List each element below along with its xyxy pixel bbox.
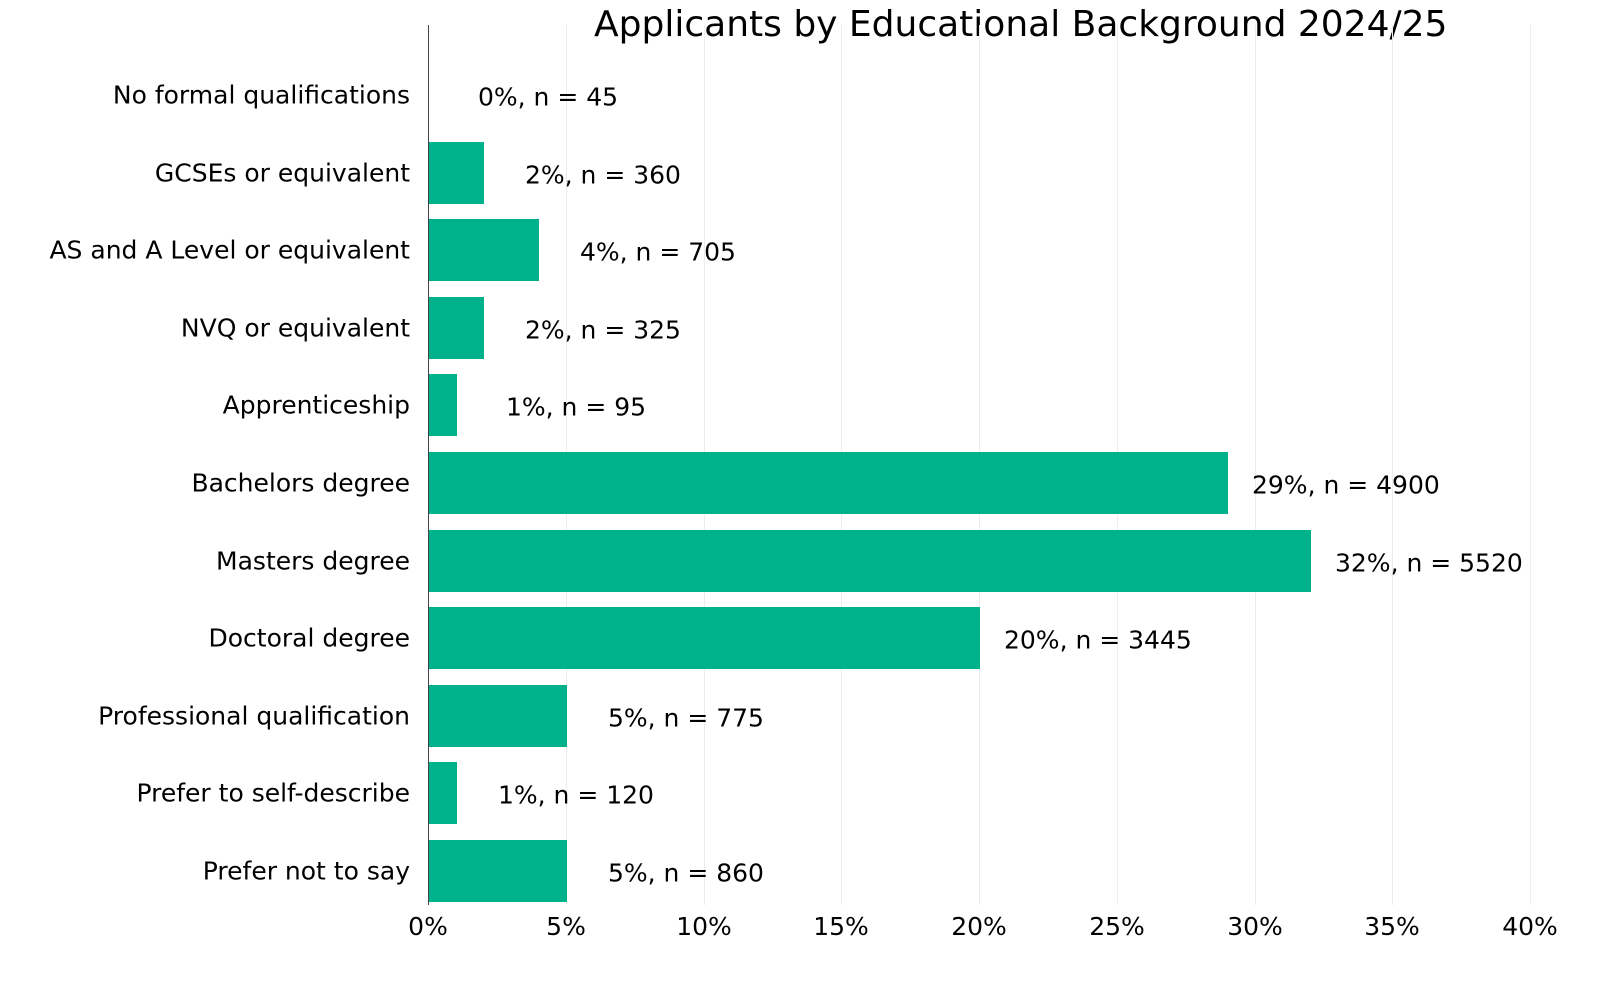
y-category-label: Masters degree: [216, 546, 410, 576]
y-category-label: Professional qualification: [98, 701, 410, 731]
y-category-label: Doctoral degree: [208, 623, 411, 653]
x-tick-label: 20%: [951, 912, 1007, 941]
y-category-label: GCSEs or equivalent: [154, 158, 410, 188]
bar-value-label: 29%, n = 4900: [1252, 470, 1440, 500]
bar[interactable]: [429, 141, 484, 204]
gridline: [1392, 25, 1393, 905]
bar[interactable]: [429, 219, 539, 282]
y-axis-line: [428, 25, 429, 905]
bar-value-label: 32%, n = 5520: [1335, 548, 1523, 578]
x-tick-label: 25%: [1089, 912, 1145, 941]
bar-value-label: 2%, n = 360: [525, 160, 681, 190]
y-category-label: Prefer to self-describe: [136, 778, 411, 808]
bar[interactable]: [429, 607, 980, 670]
bar[interactable]: [429, 684, 567, 747]
bar-value-label: 4%, n = 705: [580, 237, 736, 267]
bar-value-label: 5%, n = 860: [608, 858, 764, 888]
y-category-label: Apprenticeship: [222, 390, 410, 420]
bar-value-label: 0%, n = 45: [478, 82, 619, 112]
y-category-label: Bachelors degree: [191, 468, 410, 498]
bar[interactable]: [429, 840, 567, 902]
y-category-label: AS and A Level or equivalent: [49, 235, 410, 265]
bar-value-label: 1%, n = 95: [506, 392, 647, 422]
y-category-label: Prefer not to say: [202, 856, 410, 886]
y-category-label: NVQ or equivalent: [180, 313, 410, 343]
x-tick-label: 5%: [546, 912, 586, 941]
bar[interactable]: [429, 529, 1311, 592]
x-tick-label: 35%: [1364, 912, 1420, 941]
bar-value-label: 5%, n = 775: [608, 703, 764, 733]
bar-value-label: 20%, n = 3445: [1004, 625, 1192, 655]
x-tick-label: 15%: [813, 912, 869, 941]
x-tick-label: 0%: [408, 912, 448, 941]
bar[interactable]: [429, 296, 484, 359]
x-tick-label: 10%: [676, 912, 732, 941]
bar[interactable]: [429, 374, 457, 437]
bar[interactable]: [429, 452, 1228, 514]
x-tick-label: 40%: [1502, 912, 1558, 941]
chart-title: Applicants by Educational Background 202…: [594, 4, 1448, 45]
y-category-label: No formal qualifications: [112, 80, 410, 110]
bar[interactable]: [429, 762, 457, 825]
gridline: [1530, 25, 1531, 905]
bar-value-label: 2%, n = 325: [525, 315, 681, 345]
gridline: [1255, 25, 1256, 905]
bar-value-label: 1%, n = 120: [498, 780, 654, 810]
x-tick-label: 30%: [1227, 912, 1283, 941]
